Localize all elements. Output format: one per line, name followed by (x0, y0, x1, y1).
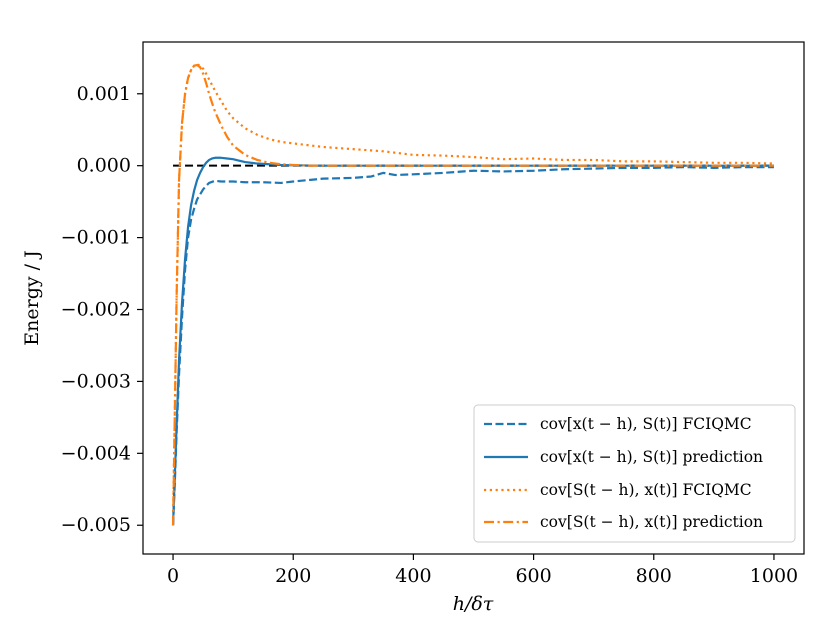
x-tick-label: 400 (395, 565, 431, 587)
y-tick-label: −0.002 (61, 299, 131, 321)
legend: cov[x(t − h), S(t)] FCIQMC cov[x(t − h),… (473, 404, 796, 543)
series-fciqmc-xs-line (171, 166, 774, 526)
y-tick-label: 0.000 (77, 155, 131, 177)
x-tick-label: 600 (515, 565, 551, 587)
x-tick-label: 1000 (750, 565, 798, 587)
y-tick-label: −0.001 (61, 227, 131, 249)
legend-label-fciqmc-xs: cov[x(t − h), S(t)] FCIQMC (540, 415, 752, 433)
plot-frame (142, 41, 805, 555)
y-tick-label: −0.003 (61, 370, 131, 392)
y-axis-label: Energy / J (21, 250, 43, 345)
series-layer (171, 63, 774, 526)
y-tick-label: −0.005 (61, 514, 131, 536)
x-axis-label: h/δτ (453, 593, 494, 615)
legend-label-prediction-sx: cov[S(t − h), x(t)] prediction (540, 513, 763, 531)
legend-label-fciqmc-sx: cov[S(t − h), x(t)] FCIQMC (540, 481, 752, 499)
y-axis: 0.001 0.000 −0.001 −0.002 −0.003 −0.004 −0.005 (61, 83, 143, 536)
series-fciqmc-sx-line (171, 63, 774, 519)
x-axis: 0 200 400 600 800 1000 (167, 554, 798, 587)
y-tick-label: 0.001 (77, 83, 131, 105)
series-prediction-sx-line (171, 63, 774, 526)
legend-label-prediction-xs: cov[x(t − h), S(t)] prediction (540, 448, 763, 466)
x-tick-label: 800 (636, 565, 672, 587)
legend-box (473, 404, 796, 543)
x-tick-label: 0 (167, 565, 179, 587)
y-tick-label: −0.004 (61, 442, 131, 464)
x-tick-label: 200 (275, 565, 311, 587)
